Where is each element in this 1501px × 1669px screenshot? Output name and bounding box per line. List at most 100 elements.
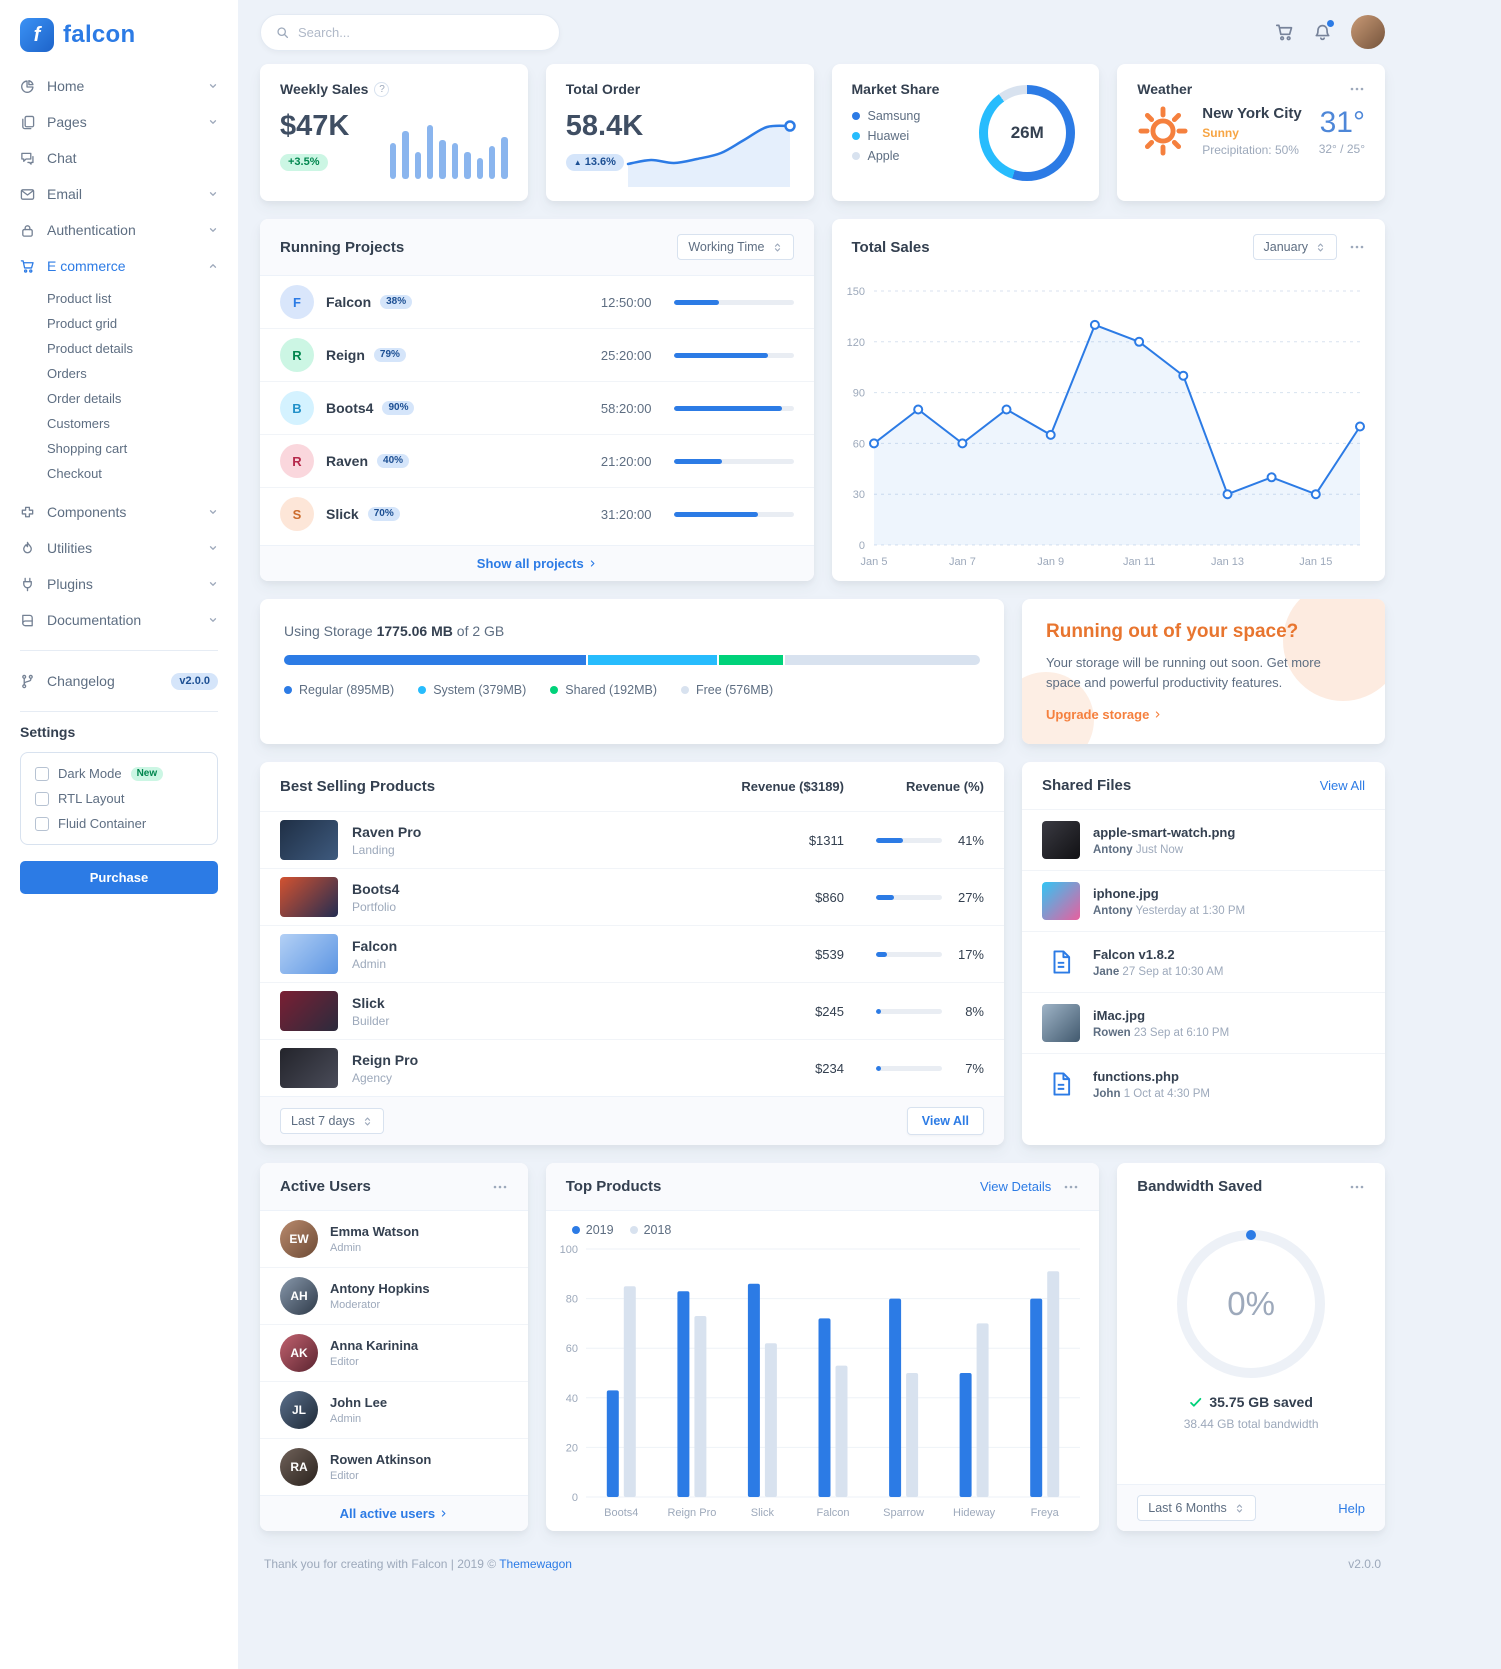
user-name-link[interactable]: John Lee (330, 1395, 388, 1411)
checkbox[interactable] (35, 791, 49, 806)
project-name-link[interactable]: Raven (326, 453, 369, 469)
project-progress-bar (673, 352, 794, 358)
settings-option[interactable]: RTL Layout (35, 791, 203, 806)
sidebar-item-utilities[interactable]: Utilities (20, 530, 218, 566)
legend-dot (629, 1226, 638, 1235)
bandwidth-total: 38.44 GB total bandwidth (1183, 1417, 1319, 1432)
ellipsis-menu-icon[interactable] (492, 1179, 508, 1195)
project-name-link[interactable]: Slick (326, 506, 359, 522)
user-name-link[interactable]: Emma Watson (330, 1224, 420, 1240)
file-name-link[interactable]: Falcon v1.8.2 (1093, 946, 1175, 962)
user-avatar: RA (280, 1448, 318, 1487)
sidebar-subitem-shopping-cart[interactable]: Shopping cart (47, 441, 128, 456)
product-category: Portfolio (352, 899, 397, 914)
svg-text:20: 20 (566, 1443, 578, 1455)
chevron-down-icon (208, 189, 218, 199)
sidebar-item-home[interactable]: Home (20, 68, 218, 104)
settings-option[interactable]: Fluid Container (35, 816, 203, 831)
chevron-right-icon (588, 559, 597, 568)
view-details-link[interactable]: View Details (979, 1179, 1052, 1195)
sidebar-item-label: E commerce (47, 258, 126, 274)
project-name-link[interactable]: Boots4 (326, 400, 374, 416)
sidebar-item-pages[interactable]: Pages (20, 104, 218, 140)
brand[interactable]: f falcon (20, 12, 218, 68)
sidebar-item-email[interactable]: Email (20, 176, 218, 212)
product-name-link[interactable]: Boots4 (352, 880, 400, 897)
ellipsis-menu-icon[interactable] (1349, 81, 1365, 97)
sidebar-item-chat[interactable]: Chat (20, 140, 218, 176)
top-products-chart: 0 20 40 60 80 100 Boots4 Reign Pro Slick Falcon Sp… (554, 1241, 1088, 1523)
sidebar-subitem-checkout[interactable]: Checkout (47, 466, 102, 481)
sidebar-item-authentication[interactable]: Authentication (20, 212, 218, 248)
file-row: iphone.jpg Antony Yesterday at 1:30 PM (1022, 870, 1385, 931)
project-name-link[interactable]: Falcon (326, 294, 372, 310)
sidebar-item-documentation[interactable]: Documentation (20, 602, 218, 638)
sidebar-item-components[interactable]: Components (20, 494, 218, 530)
user-avatar[interactable] (1351, 15, 1385, 49)
card-title: Weather (1137, 81, 1193, 97)
weekly-sales-card: Weekly Sales ? $47K +3.5% (260, 64, 528, 201)
months-select[interactable]: Last 6 Months (1137, 1495, 1256, 1522)
sidebar-subitem-order-details[interactable]: Order details (47, 391, 122, 406)
sidebar-item-label: Pages (47, 114, 87, 130)
view-all-button[interactable]: View All (906, 1107, 984, 1136)
sidebar-item-e-commerce[interactable]: E commerce (20, 248, 218, 284)
show-all-projects-link[interactable]: Show all projects (477, 556, 597, 571)
chevron-right-icon (1153, 710, 1162, 719)
product-name-link[interactable]: Falcon (352, 937, 398, 954)
file-thumbnail (1042, 882, 1080, 921)
sidebar-subitem-product-details[interactable]: Product details (47, 341, 133, 356)
sidebar-item-label: Changelog (47, 673, 115, 689)
sidebar-subitem-customers[interactable]: Customers (47, 416, 110, 431)
sidebar-subitem-product-list[interactable]: Product list (47, 291, 112, 306)
ellipsis-menu-icon[interactable] (1349, 1179, 1365, 1195)
file-meta: John 1 Oct at 4:30 PM (1093, 1087, 1210, 1100)
date-range-select[interactable]: Last 7 days (280, 1108, 384, 1135)
sidebar-item-changelog[interactable]: Changelog v2.0.0 (20, 663, 218, 699)
bell-icon[interactable] (1313, 19, 1334, 42)
month-select[interactable]: January (1252, 234, 1337, 260)
working-time-select[interactable]: Working Time (677, 234, 794, 260)
legend-label: 2018 (643, 1223, 672, 1238)
file-name-link[interactable]: iphone.jpg (1093, 885, 1159, 901)
checkbox[interactable] (35, 816, 49, 831)
info-icon[interactable]: ? (374, 81, 390, 97)
cart-icon[interactable] (1275, 23, 1294, 42)
file-name-link[interactable]: apple-smart-watch.png (1093, 824, 1236, 840)
settings-option[interactable]: Dark Mode New (35, 766, 203, 781)
file-name-link[interactable]: functions.php (1093, 1068, 1179, 1084)
sidebar-subitem-product-grid[interactable]: Product grid (47, 316, 118, 331)
sidebar-subitem-orders[interactable]: Orders (47, 366, 87, 381)
bandwidth-percent: 0% (1227, 1285, 1275, 1323)
ellipsis-menu-icon[interactable] (1349, 239, 1365, 255)
total-sales-chart: 0 30 60 90 120 150 Jan 5 Jan 7 Jan 9 Jan 11 Jan 13… (838, 277, 1374, 573)
space-warning-body: Your storage will be running out soon. G… (1046, 655, 1321, 691)
product-name-link[interactable]: Slick (352, 994, 385, 1011)
product-name-link[interactable]: Raven Pro (352, 823, 422, 840)
ellipsis-menu-icon[interactable] (1063, 1179, 1079, 1195)
upgrade-storage-link[interactable]: Upgrade storage (1046, 707, 1162, 722)
user-name-link[interactable]: Rowen Atkinson (330, 1452, 432, 1468)
users-products-bandwidth-row: Active Users EW Emma Watson Admin AH (260, 1163, 1385, 1532)
project-row: R Raven 40% 21:20:00 (260, 435, 814, 488)
themewagon-link[interactable]: Themewagon (499, 1557, 572, 1572)
search-box[interactable] (260, 13, 560, 51)
user-name-link[interactable]: Antony Hopkins (330, 1281, 430, 1297)
sidebar-item-plugins[interactable]: Plugins (20, 566, 218, 602)
checkbox[interactable] (35, 766, 49, 781)
revenue-progress-bar (876, 894, 942, 900)
svg-text:Hideway: Hideway (953, 1507, 996, 1519)
file-name-link[interactable]: iMac.jpg (1093, 1007, 1146, 1023)
search-input[interactable] (298, 24, 544, 40)
product-name-link[interactable]: Reign Pro (352, 1051, 419, 1068)
help-link[interactable]: Help (1338, 1500, 1365, 1516)
purchase-button[interactable]: Purchase (20, 861, 218, 894)
divider (20, 650, 218, 651)
project-name-link[interactable]: Reign (326, 347, 365, 363)
file-row: iMac.jpg Rowen 23 Sep at 6:10 PM (1022, 992, 1385, 1053)
all-active-users-link[interactable]: All active users (340, 1506, 448, 1521)
market-share-total: 26M (988, 94, 1067, 172)
stats-row: Weekly Sales ? $47K +3.5% Total Order 58… (260, 64, 1385, 201)
user-name-link[interactable]: Anna Karinina (330, 1338, 419, 1354)
view-all-files-link[interactable]: View All (1319, 778, 1365, 794)
